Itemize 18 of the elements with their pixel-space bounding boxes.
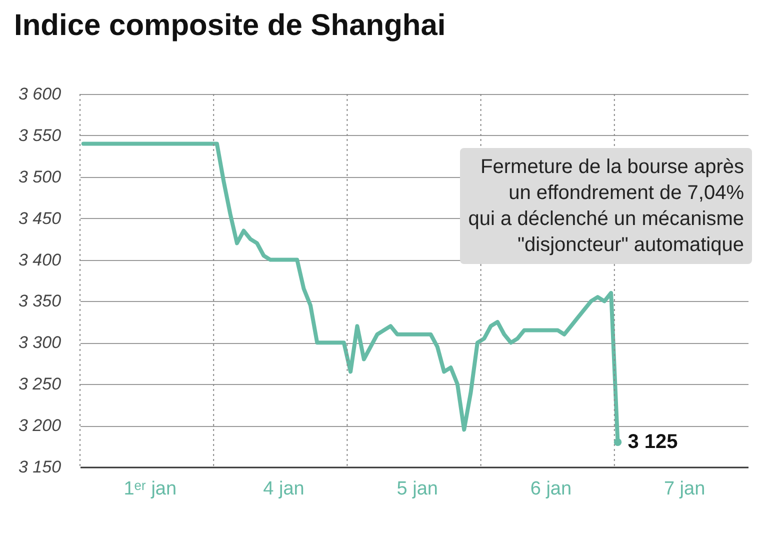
- x-tick-label: 7 jan: [664, 478, 706, 500]
- y-tick-label: 3 300: [18, 333, 62, 352]
- y-tick-label: 3 350: [18, 292, 62, 311]
- x-tick-label: 6 jan: [530, 478, 572, 500]
- y-tick-label: 3 200: [18, 416, 62, 436]
- annotation: 3 125: [628, 431, 678, 454]
- y-tick-label: 3 600: [18, 84, 62, 104]
- y-tick-label: 3 450: [18, 208, 62, 228]
- y-tick-label: 3 150: [18, 458, 62, 476]
- y-tick-label: 3 550: [18, 126, 62, 145]
- y-tick-label: 3 250: [18, 374, 62, 394]
- y-tick-label: 3 400: [18, 250, 62, 270]
- x-tick-label: 5 jan: [396, 478, 438, 500]
- x-tick-label: 4 jan: [263, 478, 304, 500]
- chart-title: Indice composite de Shanghai: [14, 9, 446, 42]
- x-tick-label: 1ᵉʳ jan: [124, 478, 177, 500]
- annotation: Fermeture de la bourse après un effondrement de 7,04% qui a déclenché un mécanisme "disjoncteur" automatique: [460, 148, 752, 264]
- y-tick-label: 3 500: [18, 167, 62, 186]
